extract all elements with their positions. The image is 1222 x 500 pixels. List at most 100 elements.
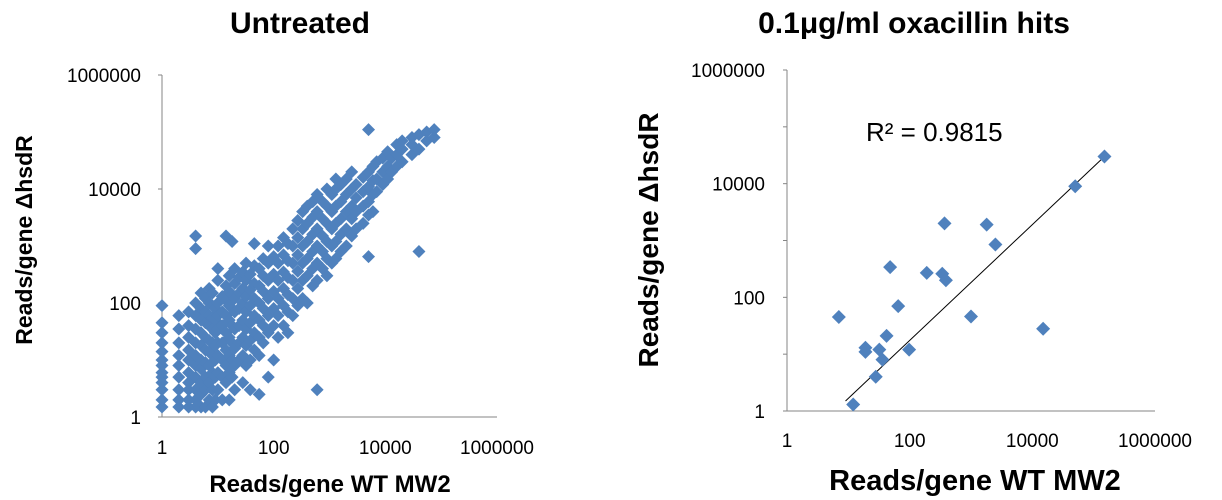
chart2-data-point: [964, 309, 978, 324]
chart1-data-point: [155, 336, 169, 350]
chart1-x-axis-label: Reads/gene WT MW2: [209, 471, 450, 498]
chart1-data-point: [320, 269, 334, 283]
chart2-y-tick-label: 10000: [712, 175, 765, 196]
chart1-data-point: [291, 248, 305, 262]
chart1-data-point: [236, 376, 250, 390]
chart2-data-point: [879, 328, 894, 343]
chart2-r-squared: R² = 0.9815: [866, 117, 1003, 147]
chart2-title: 0.1μg/ml oxacillin hits: [758, 7, 1070, 40]
chart1-data-point: [172, 383, 186, 397]
chart1-title: Untreated: [230, 7, 370, 40]
chart1-data-point: [427, 131, 441, 145]
chart1-data-point: [271, 273, 285, 287]
chart1-data-point: [172, 359, 186, 373]
chart1-data-point: [261, 370, 275, 384]
chart1-data-point: [155, 383, 169, 397]
chart1-data-point: [211, 273, 225, 287]
chart1-data-point: [267, 319, 281, 333]
chart1-points: [155, 123, 441, 414]
chart-untreated: Untreated 1 100 10000 1000000 1 100 10000 10000…: [11, 7, 534, 498]
chart2-y-axis-label: Reads/gene ΔhsdR: [633, 112, 664, 367]
chart1-data-point: [300, 296, 314, 310]
chart2-points: [831, 149, 1112, 412]
chart1-data-point: [345, 165, 359, 179]
chart1-data-point: [225, 234, 239, 248]
chart1-x-tick-label: 1: [157, 438, 168, 459]
chart1-data-point: [362, 250, 376, 264]
chart1-data-point: [271, 309, 285, 323]
chart1-data-point: [395, 134, 409, 148]
chart1-data-point: [261, 239, 275, 253]
chart1-y-tick-label: 1000000: [67, 66, 141, 87]
chart2-data-point: [988, 237, 1003, 252]
chart1-data-point: [205, 286, 219, 300]
chart2-data-point: [938, 273, 953, 288]
chart2-y-tick-label: 1: [754, 402, 765, 423]
chart2-data-point: [875, 352, 890, 367]
chart1-data-point: [286, 273, 300, 287]
chart1-data-point: [155, 400, 169, 414]
chart2-data-point: [1036, 321, 1051, 336]
chart-oxacillin-hits: 0.1μg/ml oxacillin hits 1 100 10000 1000000…: [633, 7, 1192, 497]
chart1-data-point: [155, 366, 169, 380]
chart1-data-point: [356, 216, 370, 230]
chart1-data-point: [286, 256, 300, 270]
chart1-data-point: [370, 185, 384, 199]
chart1-data-point: [215, 393, 229, 407]
chart1-data-point: [225, 370, 239, 384]
chart1-data-point: [412, 245, 426, 259]
chart1-data-point: [172, 336, 186, 350]
chart2-x-tick-label: 10000: [1006, 431, 1059, 452]
chart2-x-tick-label: 100: [894, 431, 926, 452]
chart1-data-point: [155, 353, 169, 367]
chart1-data-point: [339, 239, 353, 253]
chart2-y-tick-label: 100: [733, 288, 765, 309]
chart1-data-point: [247, 237, 261, 251]
chart1-y-tick-label: 10000: [88, 180, 141, 201]
chart1-data-point: [155, 326, 169, 340]
chart1-data-point: [222, 393, 236, 407]
chart1-x-tick-label: 100: [258, 438, 290, 459]
chart1-data-point: [291, 214, 305, 228]
chart1-data-point: [182, 393, 196, 407]
chart2-data-point: [979, 217, 994, 232]
chart1-data-point: [172, 393, 186, 407]
chart1-y-axis-label: Reads/gene ΔhsdR: [11, 135, 37, 345]
chart1-x-tick-label: 10000: [359, 438, 412, 459]
chart1-data-point: [172, 400, 186, 414]
chart1-data-point: [211, 262, 225, 276]
chart1-data-point: [189, 242, 203, 256]
chart1-data-point: [310, 273, 324, 287]
chart1-data-point: [286, 239, 300, 253]
chart1-data-point: [208, 393, 222, 407]
chart1-data-point: [286, 309, 300, 323]
chart1-data-point: [349, 177, 363, 191]
chart1-data-point: [155, 299, 169, 313]
chart1-data-point: [172, 348, 186, 362]
chart1-data-point: [252, 387, 266, 401]
chart1-data-point: [286, 222, 300, 236]
chart2-data-point: [883, 260, 898, 275]
chart1-data-point: [395, 155, 409, 169]
chart2-data-point: [937, 216, 952, 231]
chart2-x-axis-label: Reads/gene WT MW2: [829, 465, 1121, 497]
chart2-data-point: [891, 299, 906, 314]
chart1-data-point: [395, 142, 409, 156]
chart2-data-point: [846, 397, 861, 412]
chart1-x-tick-label: 1000000: [460, 438, 534, 459]
chart1-ticks: 1 100 10000 1000000 1 100 10000 1000000: [67, 66, 534, 459]
chart1-data-point: [228, 383, 242, 397]
chart2-data-point: [902, 342, 917, 357]
chart1-data-point: [412, 142, 426, 156]
chart1-data-point: [243, 353, 257, 367]
chart1-data-point: [172, 370, 186, 384]
chart1-y-tick-label: 100: [109, 294, 141, 315]
chart1-data-point: [310, 383, 324, 397]
chart1-data-point: [427, 123, 441, 137]
chart2-x-tick-label: 1000000: [1118, 431, 1192, 452]
chart2-data-point: [1068, 179, 1083, 194]
chart2-ticks: 1 100 10000 1000000 1 100 10000 1000000: [691, 61, 1192, 452]
chart2-data-point: [858, 344, 873, 359]
chart1-y-tick-label: 1: [130, 408, 141, 429]
